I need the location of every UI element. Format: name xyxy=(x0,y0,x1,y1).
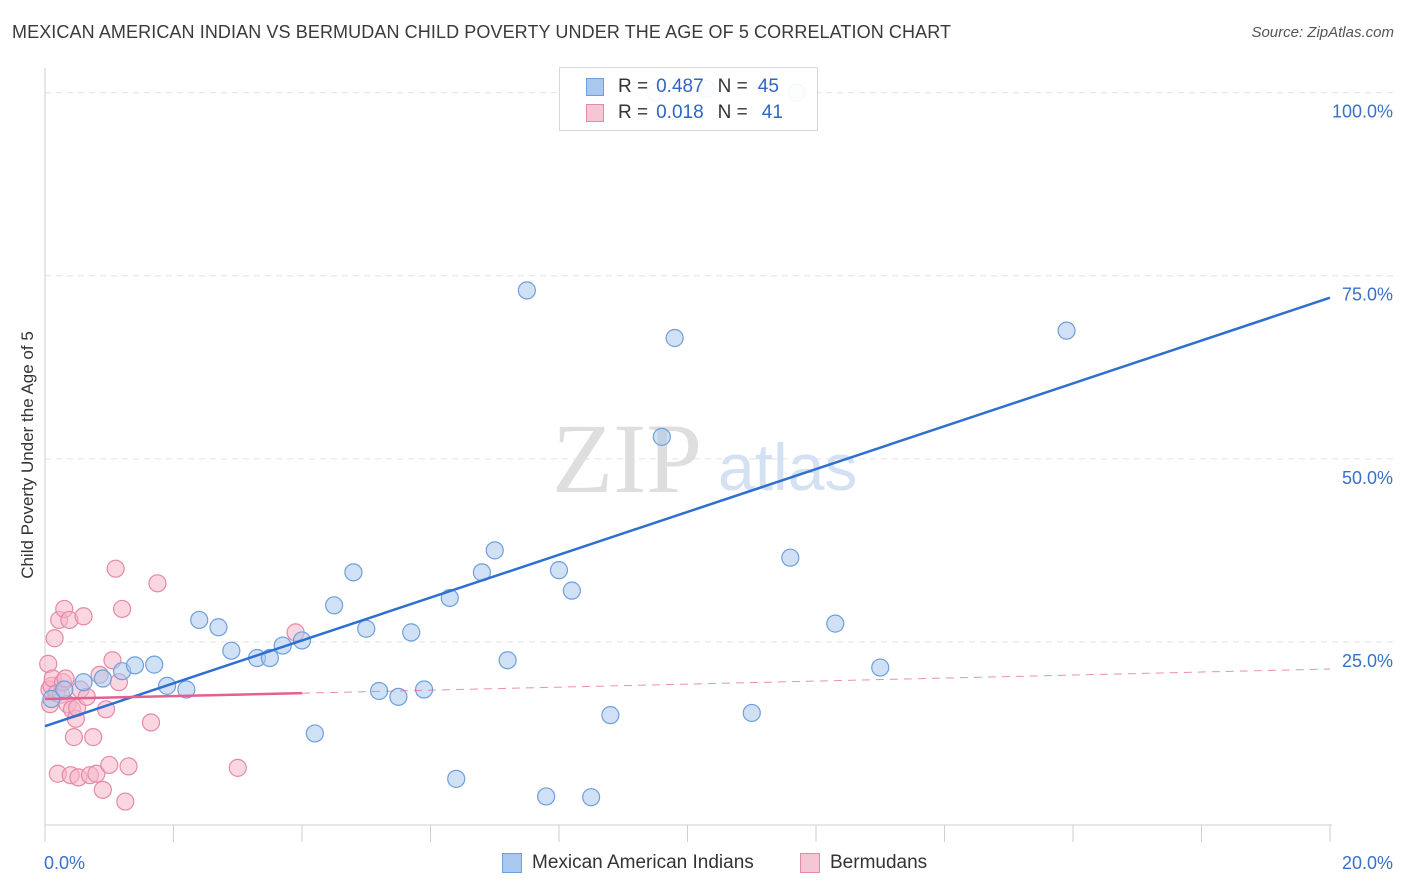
mexican-american-indian-point xyxy=(652,427,671,446)
watermark-atlas: atlas xyxy=(718,430,857,504)
mexican-american-indian-point xyxy=(582,788,601,807)
legend-row-blue: R = 0.487 N = 45 xyxy=(586,75,779,99)
legend-n-label: N = xyxy=(717,102,748,123)
trendline-mexican-american-indians xyxy=(44,296,1331,728)
legend-item-bermudans: Bermudans xyxy=(800,852,927,874)
mexican-american-indian-point xyxy=(826,614,845,633)
mexican-american-indian-point xyxy=(55,680,74,699)
mexican-american-indian-point xyxy=(145,655,164,674)
legend-r-value: 0.018 xyxy=(656,102,704,123)
legend-item-label: Mexican American Indians xyxy=(532,852,754,873)
mexican-american-indian-point xyxy=(125,656,145,675)
mexican-american-indian-point xyxy=(402,623,421,642)
tick-labels: 25.0% 50.0% 75.0% 100.0% 0.0% 20.0% xyxy=(44,102,1393,873)
mexican-american-indian-point xyxy=(1057,321,1076,340)
bermudan-point xyxy=(141,713,161,732)
legend-r-label: R = xyxy=(618,102,649,123)
blue-swatch xyxy=(502,853,522,873)
x-tick-label: 0.0% xyxy=(44,853,85,873)
pink-swatch xyxy=(800,853,820,873)
mexican-american-indian-point xyxy=(498,651,517,670)
legend-n-value: 45 xyxy=(757,76,779,97)
bermudan-point xyxy=(87,764,106,783)
watermark: ZIP atlas xyxy=(552,403,857,514)
legend-item-mexican-american-indians: Mexican American Indians xyxy=(502,852,754,874)
trendlines xyxy=(44,296,1331,728)
mexican-american-indian-point xyxy=(222,641,241,660)
bermudan-point xyxy=(45,629,64,648)
bermudan-point xyxy=(116,792,135,811)
mexican-american-indian-point xyxy=(485,541,504,560)
legend-r-label: R = xyxy=(618,76,649,97)
blue-swatch xyxy=(586,78,604,96)
mexican-american-indian-point xyxy=(742,703,761,723)
series-legend: Mexican American Indians Bermudans xyxy=(0,852,1406,878)
bermudan-point xyxy=(84,728,103,747)
mexican-american-indian-point xyxy=(537,787,556,806)
mexican-american-indian-point xyxy=(871,658,890,677)
bermudan-point xyxy=(74,607,93,626)
mexican-american-indian-point xyxy=(190,610,209,630)
pink-swatch xyxy=(586,104,604,122)
bermudan-point xyxy=(119,757,138,776)
source-label: Source: ZipAtlas.com xyxy=(1251,24,1394,41)
mexican-american-indian-point xyxy=(517,281,536,300)
bermudan-point xyxy=(100,755,119,775)
grid-layer xyxy=(45,92,1395,643)
bermudan-point xyxy=(112,599,132,619)
bermudan-point xyxy=(106,559,125,578)
mexican-american-indian-point xyxy=(781,548,800,567)
bermudan-point xyxy=(64,728,84,747)
bermudan-point xyxy=(93,780,112,799)
legend-r-value: 0.487 xyxy=(656,76,704,97)
legend-n-value: 41 xyxy=(761,102,783,123)
mexican-american-indian-point xyxy=(357,619,376,638)
chart-title: MEXICAN AMERICAN INDIAN VS BERMUDAN CHIL… xyxy=(12,22,952,42)
legend-row-pink: R = 0.018 N = 41 xyxy=(586,101,783,125)
mexican-american-indian-point xyxy=(325,596,344,615)
mexican-american-indian-point xyxy=(562,581,581,600)
x-tick-label: 20.0% xyxy=(1342,853,1393,873)
y-tick-label: 75.0% xyxy=(1342,285,1393,305)
y-tick-label: 50.0% xyxy=(1342,468,1393,488)
bermudan-point xyxy=(228,758,247,777)
mexican-american-indian-point xyxy=(601,706,620,725)
correlation-legend: R = 0.487 N = 45 R = 0.018 N = 41 xyxy=(559,67,818,131)
mexican-american-indian-point xyxy=(305,724,324,743)
mexican-american-indian-point xyxy=(344,563,363,582)
watermark-zip: ZIP xyxy=(552,403,702,514)
bermudan-point xyxy=(148,574,167,593)
legend-n-label: N = xyxy=(717,76,748,97)
mexican-american-indian-point xyxy=(549,561,569,580)
mexican-american-indian-point xyxy=(177,680,196,699)
legend-item-label: Bermudans xyxy=(830,852,928,873)
mexican-american-indian-point xyxy=(665,328,684,348)
trendline-bermudans xyxy=(44,691,303,701)
mexican-american-indian-point xyxy=(389,687,408,706)
y-tick-label: 100.0% xyxy=(1332,102,1393,122)
trendline-bermudans xyxy=(301,668,1331,694)
mexican-american-indian-point xyxy=(209,618,228,637)
mexican-american-indian-point xyxy=(447,769,466,788)
mexican-american-indian-point xyxy=(93,669,112,688)
mexican-american-indian-point xyxy=(414,680,434,699)
y-tick-label: 25.0% xyxy=(1342,651,1393,671)
mexican-american-indian-point xyxy=(74,673,93,692)
